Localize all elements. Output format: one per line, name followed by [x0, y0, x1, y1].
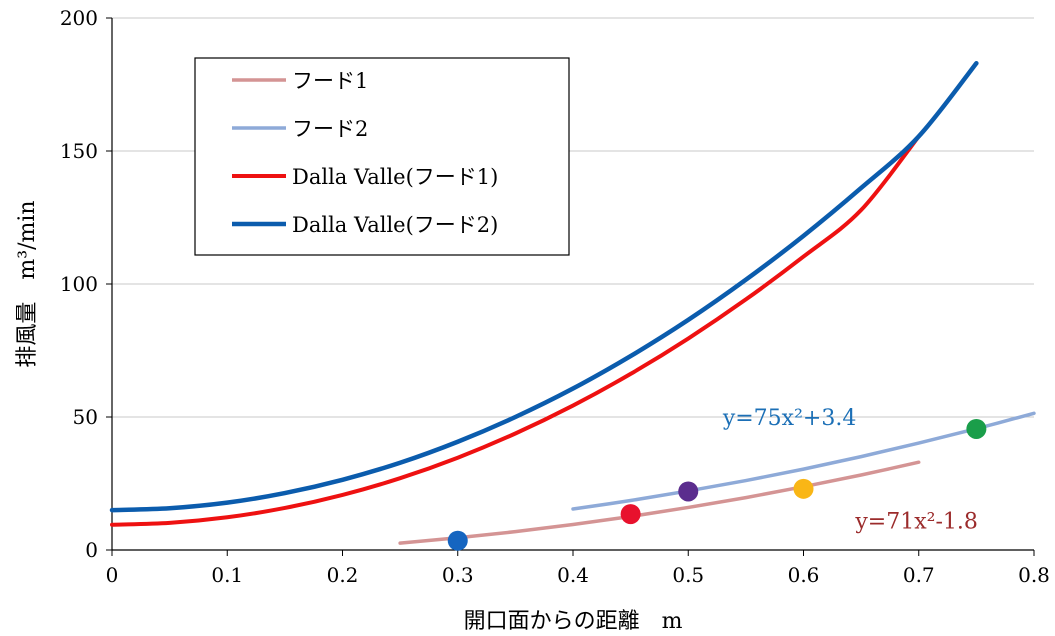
- y-tick-label: 50: [73, 405, 98, 429]
- legend-label-3: Dalla Valle(フード1): [292, 165, 498, 189]
- legend-label-4: Dalla Valle(フード2): [292, 213, 498, 237]
- series-line-2: [571, 411, 1036, 511]
- y-tick-label: 200: [60, 6, 98, 30]
- data-point-2: [620, 504, 641, 525]
- axes: [106, 17, 1035, 556]
- legend-label-2: フード2: [292, 117, 368, 141]
- x-tick-label: 0.4: [557, 563, 589, 587]
- series-line-1: [398, 460, 921, 545]
- data-point-4: [793, 478, 814, 499]
- x-tick-label: 0: [106, 563, 119, 587]
- y-tick-label: 150: [60, 139, 98, 163]
- x-tick-label: 0.3: [442, 563, 474, 587]
- x-tick-labels: 0 0.1 0.2 0.3 0.4 0.5 0.6 0.7 0.8: [106, 563, 1050, 587]
- x-tick-label: 0.1: [211, 563, 243, 587]
- x-tick-label: 0.7: [903, 563, 935, 587]
- y-tick-label: 0: [85, 538, 98, 562]
- equation-label-2: y=71x²-1.8: [854, 510, 978, 535]
- series-lines: [109, 60, 1036, 545]
- legend-label-1: フード1: [292, 69, 368, 93]
- data-points: [447, 418, 987, 551]
- x-tick-label: 0.6: [788, 563, 820, 587]
- equation-label-1: y=75x²+3.4: [722, 406, 857, 431]
- data-point-3: [678, 481, 699, 502]
- x-tick-label: 0.5: [672, 563, 704, 587]
- y-axis-label: 排風量 m³/min: [15, 200, 40, 367]
- legend: フード1 フード2 Dalla Valle(フード1) Dalla Valle(フード…: [194, 57, 570, 256]
- data-point-5: [966, 418, 987, 439]
- series-line-4: [109, 60, 979, 513]
- data-point-1: [447, 530, 468, 551]
- x-tick-label: 0.8: [1018, 563, 1050, 587]
- y-tick-label: 100: [60, 272, 98, 296]
- series-line-3: [110, 134, 921, 527]
- y-tick-labels: 0 50 100 150 200: [60, 6, 98, 562]
- annotations: y=75x²+3.4 y=71x²-1.8: [722, 406, 978, 535]
- x-axis-label: 開口面からの距離 m: [464, 609, 683, 634]
- x-tick-label: 0.2: [327, 563, 359, 587]
